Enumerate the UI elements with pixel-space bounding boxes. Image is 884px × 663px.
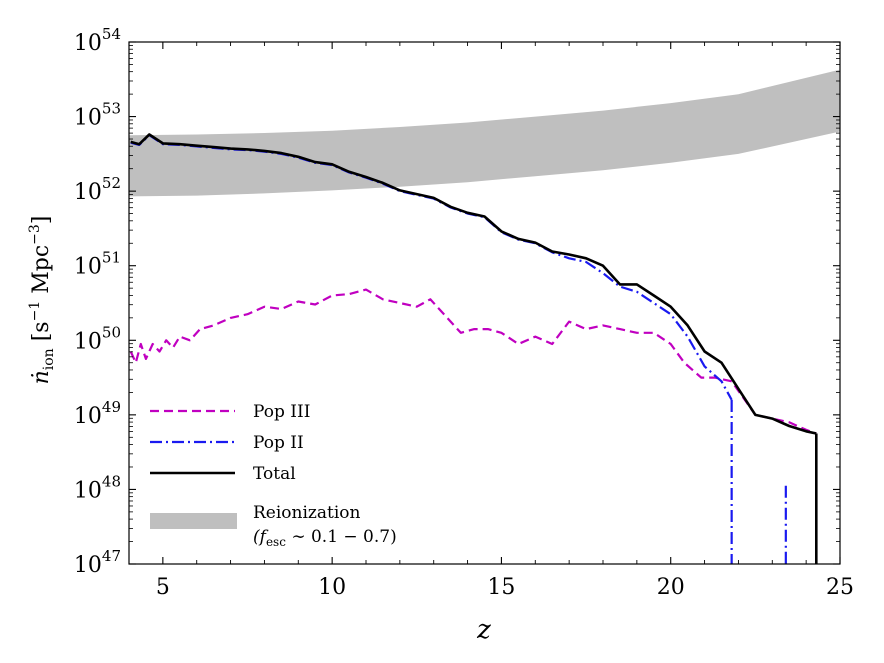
legend-label-pop-iii: Pop III bbox=[253, 402, 310, 422]
x-tick-label-25: 25 bbox=[826, 575, 854, 600]
legend-label-pop-ii: Pop II bbox=[253, 433, 304, 453]
x-tick-label-10: 10 bbox=[318, 575, 346, 600]
series-layer bbox=[131, 135, 817, 565]
x-tick-label-20: 20 bbox=[657, 575, 685, 600]
legend-label-reionization: Reionization bbox=[253, 503, 361, 523]
y-axis-label: ṅion [s−1 Mpc−3] bbox=[27, 216, 57, 385]
y-tick-label-52: 1052 bbox=[74, 174, 121, 205]
chart: 5 10 15 20 25 1047 1048 1049 1050 1051 1052 1053 105… bbox=[0, 0, 884, 663]
y-tick-label-54: 1054 bbox=[74, 25, 121, 56]
x-tick-label-15: 15 bbox=[487, 575, 515, 600]
legend-label-total: Total bbox=[253, 464, 296, 484]
x-axis-label: z bbox=[476, 615, 491, 645]
y-tick-label-50: 1050 bbox=[74, 323, 121, 354]
legend: Pop III Pop II Total Reionization (fesc … bbox=[150, 402, 397, 549]
reionization-band bbox=[129, 70, 840, 197]
y-tick-label-48: 1048 bbox=[74, 472, 121, 503]
band-layer bbox=[129, 70, 840, 197]
x-tick-label-5: 5 bbox=[156, 575, 170, 600]
y-tick-label-47: 1047 bbox=[74, 547, 121, 578]
legend-label-fesc: (fesc ∼ 0.1 − 0.7) bbox=[253, 527, 397, 549]
legend-swatch-reionization bbox=[150, 513, 237, 529]
y-tick-label-51: 1051 bbox=[74, 249, 121, 280]
y-tick-label-53: 1053 bbox=[74, 100, 121, 131]
y-tick-label-49: 1049 bbox=[74, 398, 121, 429]
series-line-pop-iii bbox=[131, 290, 817, 434]
